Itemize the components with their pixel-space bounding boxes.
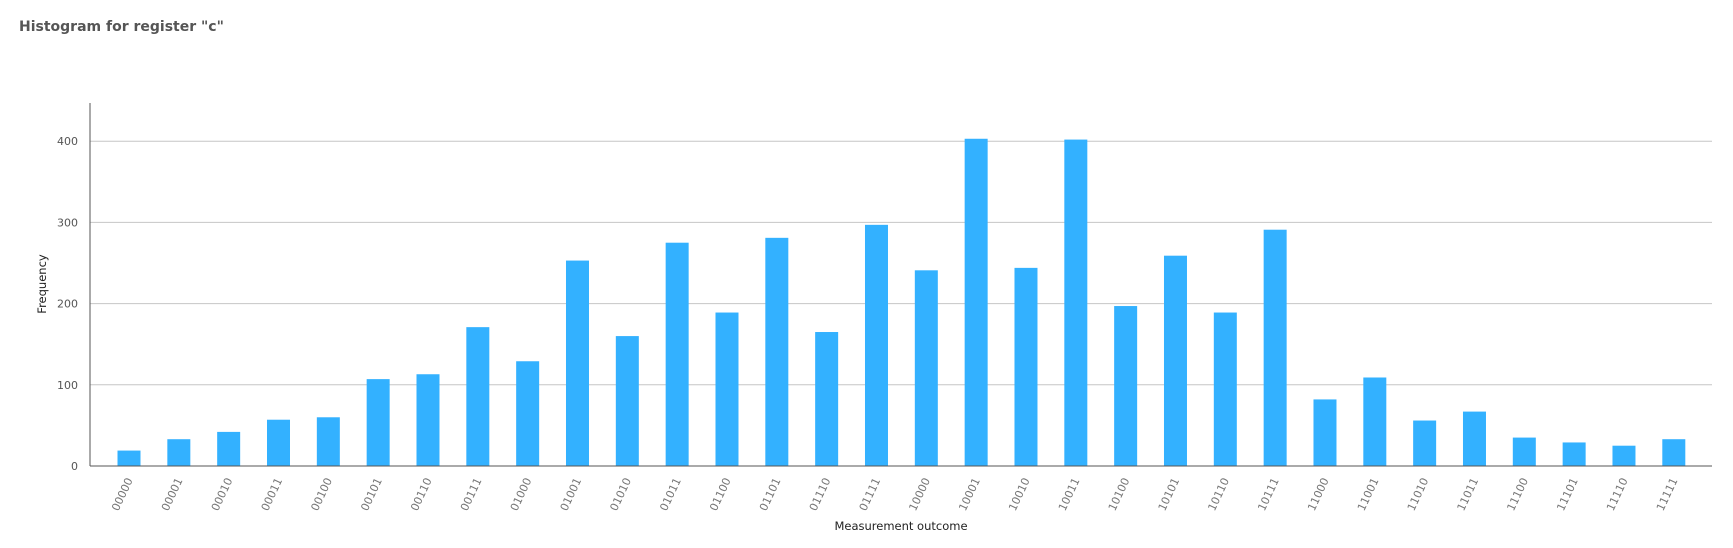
bar[interactable] — [1462, 411, 1486, 466]
bar[interactable] — [1413, 420, 1437, 466]
x-tick-label: 11011 — [1455, 476, 1482, 513]
x-tick-label: 11001 — [1355, 476, 1382, 513]
bar[interactable] — [615, 336, 639, 466]
bar[interactable] — [665, 242, 689, 466]
bar[interactable] — [366, 379, 390, 466]
x-tick-label: 10111 — [1255, 476, 1282, 513]
x-tick-label: 01001 — [558, 476, 585, 513]
bar[interactable] — [964, 138, 988, 467]
x-tick-label: 00100 — [308, 476, 335, 513]
bar[interactable] — [1014, 267, 1038, 466]
x-tick-label: 00111 — [458, 476, 485, 513]
x-tick-label: 00000 — [109, 476, 136, 513]
bar[interactable] — [167, 439, 191, 466]
bar[interactable] — [217, 431, 241, 466]
y-tick-label: 400 — [57, 135, 78, 148]
x-tick-label: 01011 — [657, 476, 684, 513]
x-tick-label: 01110 — [807, 476, 834, 513]
gridlines — [90, 140, 1712, 386]
bar[interactable] — [117, 450, 141, 466]
bar[interactable] — [1064, 139, 1088, 467]
x-tick-label: 11111 — [1654, 476, 1681, 513]
x-tick-label: 11110 — [1604, 476, 1631, 513]
bar[interactable] — [1662, 439, 1686, 466]
x-tick-label: 11101 — [1554, 476, 1581, 513]
bar[interactable] — [864, 224, 888, 466]
x-tick-label: 01111 — [857, 476, 884, 513]
x-tick-labels: 00000 00001 00010 00011 00100 00101 00110 00111… — [109, 476, 1680, 513]
bar[interactable] — [466, 327, 490, 466]
x-tick-label: 01101 — [757, 476, 784, 513]
bar[interactable] — [516, 361, 540, 466]
bar[interactable] — [765, 237, 789, 466]
y-tick-label: 0 — [71, 460, 78, 473]
bar[interactable] — [565, 260, 589, 466]
bar[interactable] — [1363, 377, 1387, 466]
x-tick-label: 11100 — [1504, 476, 1531, 513]
x-tick-label: 01010 — [607, 476, 634, 513]
x-tick-label: 11000 — [1305, 476, 1332, 513]
x-tick-label: 01100 — [707, 476, 734, 513]
x-tick-label: 10000 — [906, 476, 933, 513]
x-axis-label: Measurement outcome — [834, 519, 967, 533]
bar[interactable] — [914, 270, 938, 466]
bar[interactable] — [1562, 442, 1586, 466]
x-tick-label: 10101 — [1156, 476, 1183, 513]
x-tick-label: 10010 — [1006, 476, 1033, 513]
bar[interactable] — [1213, 312, 1237, 466]
y-tick-labels: 0 100 200 300 400 — [57, 135, 78, 473]
y-tick-label: 100 — [57, 379, 78, 392]
bar[interactable] — [1114, 306, 1138, 466]
x-tick-label: 00010 — [209, 476, 236, 513]
bar[interactable] — [316, 417, 340, 466]
y-axis-label: Frequency — [35, 254, 49, 314]
x-tick-label: 10100 — [1106, 476, 1133, 513]
bar[interactable] — [416, 374, 440, 466]
y-tick-label: 200 — [57, 298, 78, 311]
x-tick-label: 00001 — [159, 476, 186, 513]
x-tick-label: 00011 — [259, 476, 286, 513]
bars — [117, 138, 1686, 467]
bar[interactable] — [1612, 445, 1636, 466]
x-tick-label: 11010 — [1405, 476, 1432, 513]
bar[interactable] — [1163, 255, 1187, 466]
x-tick-label: 00101 — [358, 476, 385, 513]
x-tick-label: 10011 — [1056, 476, 1083, 513]
chart-title: Histogram for register "c" — [19, 19, 224, 35]
bar[interactable] — [1512, 437, 1536, 466]
y-tick-label: 300 — [57, 216, 78, 229]
x-tick-label: 01000 — [508, 476, 535, 513]
bar[interactable] — [715, 312, 739, 466]
x-tick-label: 10110 — [1205, 476, 1232, 513]
x-tick-label: 10001 — [956, 476, 983, 513]
x-tick-label: 00110 — [408, 476, 435, 513]
bar[interactable] — [1313, 399, 1337, 466]
bar[interactable] — [1263, 229, 1287, 466]
bar[interactable] — [815, 332, 839, 466]
bar[interactable] — [266, 419, 290, 466]
